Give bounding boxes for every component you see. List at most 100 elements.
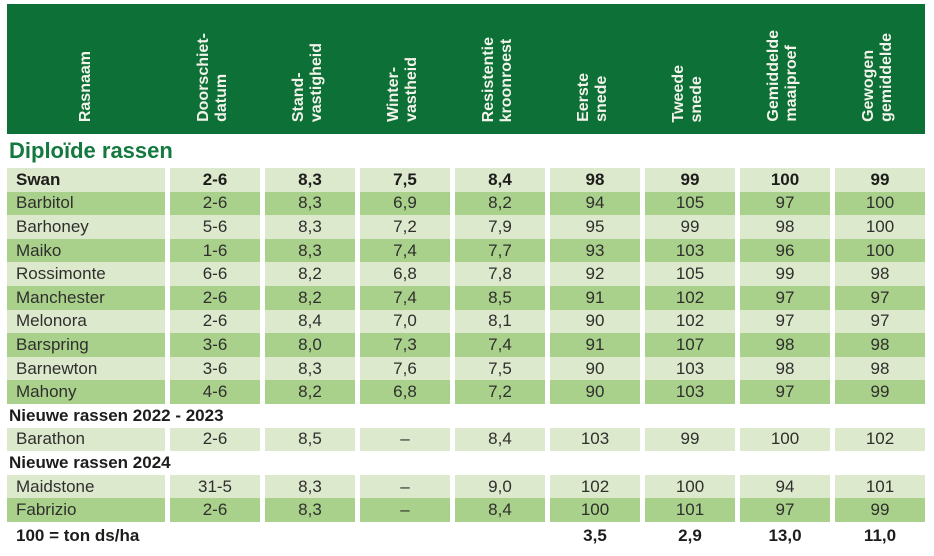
varieties-results-table: Rasnaam Doorschiet- datum Stand- vastighei…	[7, 4, 925, 550]
value-cell: 7,8	[450, 262, 545, 286]
footer-value-cell: 2,9	[640, 521, 735, 550]
variety-name-cell: Barspring	[7, 333, 165, 357]
column-header: Gewogen gemiddelde	[830, 4, 925, 134]
value-cell: 97	[735, 380, 830, 404]
footer-row: 100 = ton ds/ha 3,5 2,9 13,0 11,0	[7, 521, 925, 550]
column-header-label: Resistentie kroonroest	[479, 36, 515, 122]
value-cell: 8,4	[260, 309, 355, 334]
table-row: Barathon 2-6 8,5–8,4 103 99 100 102	[7, 427, 925, 452]
value-cell: 8,3	[260, 238, 355, 263]
value-cell: 99	[640, 168, 735, 192]
value-cell: 99	[735, 262, 830, 286]
value-cell: –	[355, 474, 450, 499]
value-cell: 97	[830, 309, 925, 334]
value-cell: 2-6	[165, 309, 260, 334]
value-cell: 7,4	[450, 333, 545, 357]
value-cell: 6,9	[355, 191, 450, 216]
footer-value-cell	[165, 521, 260, 550]
variety-name-cell: Mahony	[7, 380, 165, 404]
value-cell: 8,5	[260, 427, 355, 452]
value-cell: 8,1	[450, 309, 545, 334]
value-cell: 100	[830, 238, 925, 263]
value-cell: 6,8	[355, 262, 450, 286]
column-header-label: Rasnaam	[77, 50, 95, 122]
column-header: Tweede snede	[640, 4, 735, 134]
value-cell: 102	[830, 427, 925, 452]
value-cell: 90	[545, 309, 640, 334]
value-cell: 7,9	[450, 215, 545, 239]
value-cell: 8,2	[260, 380, 355, 404]
value-cell: 7,4	[355, 285, 450, 310]
variety-name-cell: Barnewton	[7, 356, 165, 381]
value-cell: 98	[830, 356, 925, 381]
value-cell: 98	[735, 333, 830, 357]
column-header: Gemiddelde maaiproef	[735, 4, 830, 134]
value-cell: 102	[545, 474, 640, 499]
value-cell: 8,0	[260, 333, 355, 357]
variety-name-cell: Manchester	[7, 285, 165, 310]
value-cell: 99	[830, 380, 925, 404]
value-cell: 8,3	[260, 356, 355, 381]
value-cell: 90	[545, 356, 640, 381]
value-cell: 8,4	[450, 498, 545, 522]
table-body: Swan 2-6 8,3 7,5 8,4 98 99 100 99 Barbitol 2-6 8,3 6…	[7, 168, 925, 550]
variety-name-cell: Fabrizio	[7, 498, 165, 522]
value-cell: 101	[830, 474, 925, 499]
variety-name-cell: Maidstone	[7, 474, 165, 499]
value-cell: 98	[735, 356, 830, 381]
column-header-label: Doorschiet- datum	[194, 33, 230, 122]
value-cell: 98	[830, 333, 925, 357]
value-cell: 100	[640, 474, 735, 499]
column-header-label: Winter- vastheid	[384, 57, 420, 122]
value-cell: 93	[545, 238, 640, 263]
value-cell: –	[355, 427, 450, 452]
table-row: Barbitol 2-6 8,3 6,9 8,2 94 105 97 100	[7, 191, 925, 216]
column-header-label: Stand- vastigheid	[289, 42, 325, 122]
table-row: Fabrizio 2-6 8,3–8,4 100 101 97 99	[7, 498, 925, 522]
column-header-label: Tweede snede	[669, 64, 705, 123]
table-row: Swan 2-6 8,3 7,5 8,4 98 99 100 99	[7, 168, 925, 192]
value-cell: 100	[545, 498, 640, 522]
value-cell: 6-6	[165, 262, 260, 286]
table-row: Rossimonte 6-6 8,2 6,8 7,8 92 105 99 98	[7, 262, 925, 286]
value-cell: 102	[640, 285, 735, 310]
value-cell: 98	[735, 215, 830, 239]
value-cell: 99	[640, 215, 735, 239]
footer-value-cell: 11,0	[830, 521, 925, 550]
section-header-label: Nieuwe rassen 2022 - 2023	[7, 403, 925, 428]
variety-name-cell: Barhoney	[7, 215, 165, 239]
value-cell: 92	[545, 262, 640, 286]
value-cell: 8,2	[260, 285, 355, 310]
value-cell: 99	[640, 427, 735, 452]
value-cell: 7,4	[355, 238, 450, 263]
value-cell: 97	[735, 285, 830, 310]
variety-name-cell: Rossimonte	[7, 262, 165, 286]
value-cell: 97	[735, 309, 830, 334]
value-cell: 91	[545, 285, 640, 310]
value-cell: 100	[830, 215, 925, 239]
value-cell: 103	[640, 238, 735, 263]
table-row: Melonora 2-6 8,4 7,0 8,1 90 102 97 97	[7, 309, 925, 334]
value-cell: 95	[545, 215, 640, 239]
column-header-label: Gewogen gemiddelde	[859, 33, 895, 122]
value-cell: 8,3	[260, 498, 355, 522]
value-cell: 8,3	[260, 474, 355, 499]
value-cell: 7,5	[450, 356, 545, 381]
section-header-row: Nieuwe rassen 2024	[7, 451, 925, 475]
column-header-label: Eerste snede	[574, 73, 610, 122]
value-cell: 7,2	[450, 380, 545, 404]
column-header: Rasnaam	[7, 4, 165, 134]
variety-name-cell: Maiko	[7, 238, 165, 263]
column-header-label: Gemiddelde maaiproef	[764, 30, 800, 122]
value-cell: –	[355, 498, 450, 522]
value-cell: 99	[830, 168, 925, 192]
footer-value-cell	[355, 521, 450, 550]
table-row: Barhoney 5-6 8,3 7,2 7,9 95 99 98 100	[7, 215, 925, 239]
value-cell: 5-6	[165, 215, 260, 239]
footer-value-cell: 3,5	[545, 521, 640, 550]
table-row: Barspring 3-6 8,0 7,3 7,4 91 107 98 98	[7, 333, 925, 357]
value-cell: 8,3	[260, 191, 355, 216]
value-cell: 9,0	[450, 474, 545, 499]
value-cell: 2-6	[165, 427, 260, 452]
